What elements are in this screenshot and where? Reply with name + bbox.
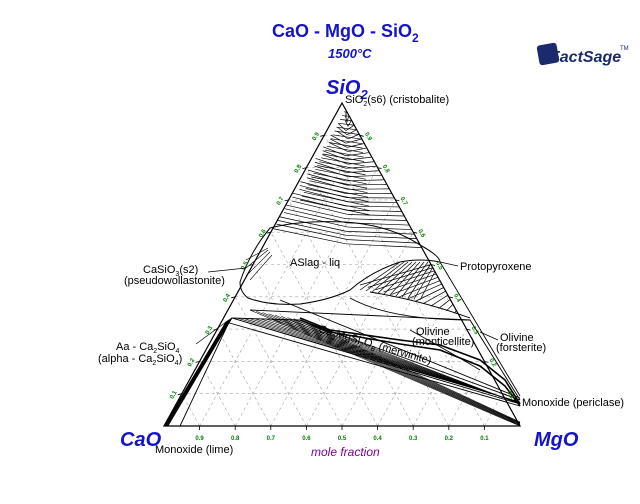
logo-mark-icon xyxy=(536,42,560,66)
tick-label-bottom: 0.2 xyxy=(445,436,454,442)
label-casio3: CaSiO3(s2) xyxy=(143,264,198,278)
tick-labels-bottom: 0.9 0.8 0.7 0.6 0.5 0.4 0.3 0.2 0.1 xyxy=(195,436,489,442)
tick-label-right: 0.4 xyxy=(452,293,462,304)
tick-label-right: 0.2 xyxy=(488,358,498,369)
tick-label-right: 0.9 xyxy=(363,132,373,143)
tick-label-bottom: 0.1 xyxy=(480,436,489,442)
label-lime: Monoxide (lime) xyxy=(155,444,233,456)
tick-label-right: 0.3 xyxy=(470,325,480,336)
label-periclase: Monoxide (periclase) xyxy=(522,397,624,409)
tick-label-bottom: 0.5 xyxy=(338,436,347,442)
svg-text:FactSage: FactSage xyxy=(550,49,621,66)
merwinite-tie-fan xyxy=(163,309,521,427)
svg-text:TM: TM xyxy=(620,46,629,52)
label-alpha-ca2sio4: (alpha - Ca2SiO4) xyxy=(98,353,182,367)
label-forsterite: (forsterite) xyxy=(496,342,546,354)
label-cristobalite: SiO2(s6) (cristobalite) xyxy=(345,94,449,108)
tick-label-left: 0.7 xyxy=(276,196,286,207)
temperature-subtitle: 1500°C xyxy=(328,46,372,61)
tick-label-right: 0.1 xyxy=(505,390,515,401)
casio3-region xyxy=(245,247,273,281)
tick-label-bottom: 0.9 xyxy=(195,436,204,442)
tick-label-left: 0.1 xyxy=(169,390,179,401)
label-olivine-monticellite: Olivine xyxy=(416,326,450,338)
tick-label-left: 0.2 xyxy=(187,357,197,368)
tick-labels-left: 0.9 0.8 0.7 0.6 0.5 0.4 0.3 0.2 0.1 xyxy=(169,131,321,400)
vertex-label-cao: CaO xyxy=(120,429,162,451)
tick-label-bottom: 0.3 xyxy=(409,436,418,442)
tick-label-right: 0.5 xyxy=(434,261,444,272)
factsage-logo: FactSage TM xyxy=(536,42,629,66)
tick-label-left: 0.6 xyxy=(258,228,268,239)
tick-labels-right: 0.9 0.8 0.7 0.6 0.5 0.4 0.3 0.2 0.1 xyxy=(363,132,515,401)
label-slag-liquid: ASlag - liq xyxy=(290,257,340,269)
tick-label-bottom: 0.8 xyxy=(231,436,240,442)
tick-label-left: 0.4 xyxy=(223,293,233,304)
tick-label-left: 0.8 xyxy=(294,163,304,174)
tick-label-right: 0.6 xyxy=(416,229,426,240)
tick-label-left: 0.9 xyxy=(312,131,322,142)
tick-label-bottom: 0.4 xyxy=(373,436,382,442)
label-aa-ca2sio4: Aa - Ca2SiO4 xyxy=(116,341,180,355)
tick-label-bottom: 0.6 xyxy=(302,436,311,442)
label-pseudowollastonite: (pseudowollastonite) xyxy=(124,275,225,287)
leader-casio3 xyxy=(207,267,247,273)
leader-ca2sio4 xyxy=(195,321,227,345)
tick-label-left: 0.5 xyxy=(240,260,250,271)
label-protopyroxene: Protopyroxene xyxy=(460,261,532,273)
slag-liquid-boundary xyxy=(239,221,441,305)
tick-label-right: 0.7 xyxy=(399,196,409,207)
tie-lines xyxy=(269,107,471,318)
vertex-label-sio2: SiO2 xyxy=(326,77,368,102)
label-monticellite: (monticellite) xyxy=(412,336,474,348)
leader-protopyroxene xyxy=(439,261,459,267)
tick-label-left: 0.3 xyxy=(205,325,215,336)
axis-label: mole fraction xyxy=(311,445,380,459)
tick-label-bottom: 0.7 xyxy=(267,436,276,442)
tick-label-right: 0.8 xyxy=(381,164,391,175)
vertex-label-mgo: MgO xyxy=(534,429,579,451)
label-olivine-forsterite: Olivine xyxy=(500,332,534,344)
leader-forsterite xyxy=(479,331,499,341)
diagram-title: CaO - MgO - SiO2 xyxy=(272,21,419,45)
